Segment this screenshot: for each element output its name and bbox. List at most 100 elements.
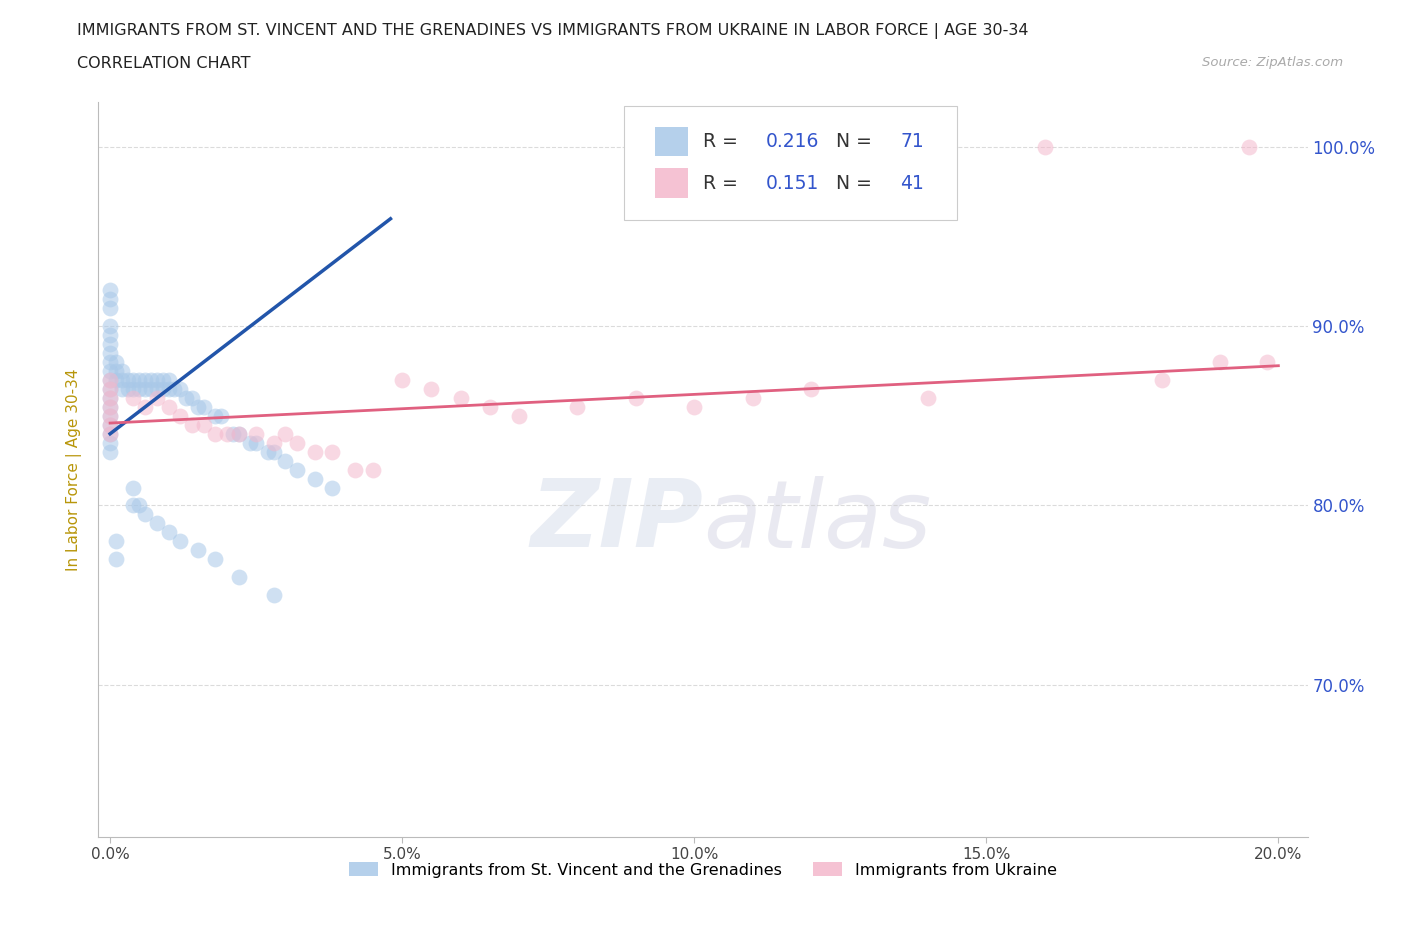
Text: atlas: atlas <box>703 475 931 566</box>
Point <box>98 445 121 459</box>
Point <box>98 354 121 369</box>
Point <box>104 373 127 388</box>
Point <box>104 354 127 369</box>
Point <box>104 534 127 549</box>
Point <box>321 445 343 459</box>
Point <box>134 400 156 415</box>
Point <box>111 364 134 379</box>
Point <box>146 381 169 396</box>
Point <box>134 373 156 388</box>
Text: 71: 71 <box>900 132 924 151</box>
Point <box>228 426 250 441</box>
Point <box>263 445 285 459</box>
Point <box>1033 140 1056 154</box>
Point <box>98 381 121 396</box>
Point <box>98 400 121 415</box>
Point <box>122 373 145 388</box>
Point <box>193 418 215 432</box>
Point <box>228 570 250 585</box>
Point <box>111 373 134 388</box>
Point <box>215 426 238 441</box>
Point <box>98 435 121 450</box>
Point <box>152 373 174 388</box>
Point <box>304 472 326 486</box>
Point <box>157 373 180 388</box>
Point <box>157 525 180 539</box>
Text: CORRELATION CHART: CORRELATION CHART <box>77 56 250 71</box>
Point <box>98 337 121 352</box>
Point <box>98 391 121 405</box>
Point <box>245 435 267 450</box>
Point <box>117 381 139 396</box>
Point <box>122 391 145 405</box>
Point <box>122 498 145 513</box>
Point <box>98 292 121 307</box>
Text: R =: R = <box>703 174 744 193</box>
Point <box>239 435 262 450</box>
Point <box>344 462 367 477</box>
Point <box>146 516 169 531</box>
Point <box>391 373 413 388</box>
Point <box>157 400 180 415</box>
Point <box>508 408 530 423</box>
Point <box>420 381 443 396</box>
Point <box>1209 354 1232 369</box>
Point <box>122 480 145 495</box>
Text: IMMIGRANTS FROM ST. VINCENT AND THE GRENADINES VS IMMIGRANTS FROM UKRAINE IN LAB: IMMIGRANTS FROM ST. VINCENT AND THE GREN… <box>77 23 1029 39</box>
Point <box>204 408 226 423</box>
Point <box>263 435 285 450</box>
Text: 41: 41 <box>900 174 924 193</box>
Point <box>98 327 121 342</box>
Point <box>741 391 763 405</box>
Point <box>134 381 156 396</box>
Text: ZIP: ZIP <box>530 475 703 567</box>
Point <box>98 364 121 379</box>
Point <box>139 381 162 396</box>
Point <box>169 381 191 396</box>
Y-axis label: In Labor Force | Age 30-34: In Labor Force | Age 30-34 <box>66 368 83 571</box>
Point <box>169 408 191 423</box>
Point <box>180 391 202 405</box>
Point <box>98 426 121 441</box>
Point <box>163 381 186 396</box>
Point <box>146 391 169 405</box>
Point <box>256 445 278 459</box>
Point <box>187 400 209 415</box>
Point <box>624 391 647 405</box>
Point <box>152 381 174 396</box>
Point <box>122 381 145 396</box>
Point <box>117 373 139 388</box>
Point <box>304 445 326 459</box>
Point <box>169 534 191 549</box>
Point <box>683 400 706 415</box>
Point <box>187 543 209 558</box>
Point <box>450 391 472 405</box>
Point <box>98 319 121 334</box>
Point <box>98 346 121 361</box>
Point <box>478 400 501 415</box>
Point <box>917 391 939 405</box>
Point <box>274 453 297 468</box>
Point <box>245 426 267 441</box>
Point <box>98 418 121 432</box>
Point <box>128 498 150 513</box>
Point <box>128 373 150 388</box>
Point <box>98 381 121 396</box>
Point <box>98 400 121 415</box>
Point <box>285 462 308 477</box>
FancyBboxPatch shape <box>624 106 957 219</box>
Point <box>1256 354 1278 369</box>
Point <box>104 364 127 379</box>
Point <box>180 418 202 432</box>
Text: 0.151: 0.151 <box>766 174 820 193</box>
Point <box>104 551 127 566</box>
Point <box>204 426 226 441</box>
Point <box>209 408 232 423</box>
Point <box>98 418 121 432</box>
Text: N =: N = <box>818 174 877 193</box>
Point <box>98 301 121 316</box>
Text: R =: R = <box>703 132 744 151</box>
Point <box>1150 373 1173 388</box>
Point <box>1237 140 1260 154</box>
Point <box>134 507 156 522</box>
